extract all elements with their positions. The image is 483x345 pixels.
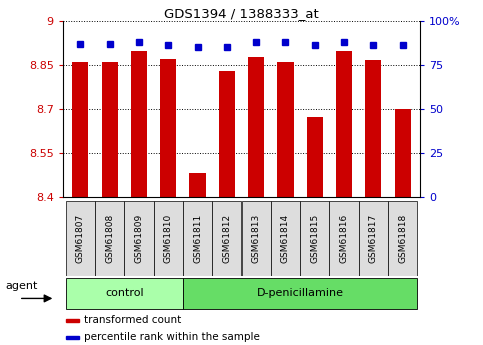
Bar (189, 173, 206, 197)
Text: GSM61810: GSM61810 (164, 214, 173, 263)
Bar (248, 57, 264, 197)
Bar (300, 201, 329, 276)
Text: percentile rank within the sample: percentile rank within the sample (84, 333, 260, 342)
Text: GSM61813: GSM61813 (252, 214, 261, 263)
Text: GSM61808: GSM61808 (105, 214, 114, 263)
Bar (307, 118, 323, 197)
Text: D-penicillamine: D-penicillamine (256, 288, 343, 298)
Bar (242, 201, 271, 276)
Bar (66, 319, 79, 322)
Bar (183, 201, 212, 276)
Bar (336, 51, 352, 197)
Bar (72, 62, 88, 197)
Text: GSM61807: GSM61807 (76, 214, 85, 263)
Bar (388, 201, 417, 276)
Bar (365, 60, 382, 197)
Bar (160, 59, 176, 197)
Title: GDS1394 / 1388333_at: GDS1394 / 1388333_at (164, 7, 319, 20)
Bar (395, 109, 411, 197)
Bar (66, 278, 183, 309)
Text: GSM61817: GSM61817 (369, 214, 378, 263)
Text: GSM61816: GSM61816 (340, 214, 349, 263)
Text: GSM61809: GSM61809 (134, 214, 143, 263)
Bar (359, 201, 388, 276)
Bar (131, 51, 147, 197)
Bar (183, 278, 417, 309)
Bar (277, 62, 294, 197)
Text: control: control (105, 288, 143, 298)
Bar (329, 201, 359, 276)
Bar (66, 336, 79, 339)
Bar (66, 201, 95, 276)
Bar (95, 201, 124, 276)
Text: GSM61815: GSM61815 (310, 214, 319, 263)
Bar (124, 201, 154, 276)
Text: transformed count: transformed count (84, 315, 182, 325)
Bar (219, 71, 235, 197)
Bar (271, 201, 300, 276)
Bar (154, 201, 183, 276)
Text: agent: agent (5, 281, 37, 290)
Text: GSM61818: GSM61818 (398, 214, 407, 263)
Bar (212, 201, 242, 276)
Text: GSM61812: GSM61812 (222, 214, 231, 263)
Bar (101, 62, 118, 197)
Text: GSM61814: GSM61814 (281, 214, 290, 263)
Text: GSM61811: GSM61811 (193, 214, 202, 263)
